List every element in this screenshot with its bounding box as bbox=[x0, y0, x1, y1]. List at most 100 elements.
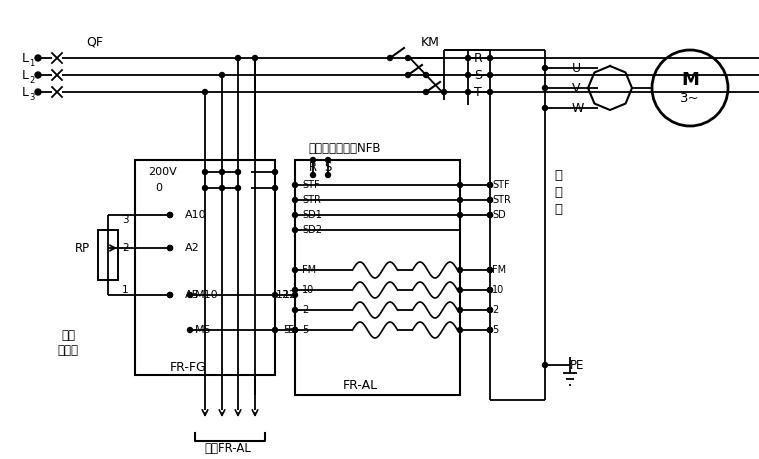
Text: SD1: SD1 bbox=[302, 210, 322, 220]
Text: RP: RP bbox=[75, 241, 90, 254]
Circle shape bbox=[487, 56, 493, 61]
Circle shape bbox=[424, 90, 429, 95]
Text: 2: 2 bbox=[29, 75, 34, 84]
Circle shape bbox=[543, 66, 547, 71]
Circle shape bbox=[442, 90, 446, 95]
Text: FR-FG: FR-FG bbox=[169, 360, 206, 374]
Text: 3: 3 bbox=[122, 215, 128, 225]
Text: 5: 5 bbox=[492, 325, 498, 335]
Circle shape bbox=[168, 292, 172, 297]
Text: PE: PE bbox=[570, 358, 584, 371]
Circle shape bbox=[187, 328, 193, 332]
Circle shape bbox=[292, 328, 298, 332]
Text: STR: STR bbox=[302, 195, 321, 205]
Circle shape bbox=[203, 90, 207, 95]
Circle shape bbox=[326, 173, 330, 178]
Circle shape bbox=[272, 292, 278, 297]
Text: L: L bbox=[22, 85, 29, 99]
Text: STR: STR bbox=[492, 195, 511, 205]
Circle shape bbox=[487, 197, 493, 202]
Circle shape bbox=[35, 72, 41, 78]
Circle shape bbox=[219, 169, 225, 174]
Text: R: R bbox=[474, 51, 483, 65]
Circle shape bbox=[187, 292, 193, 297]
Circle shape bbox=[310, 157, 316, 162]
Circle shape bbox=[292, 268, 298, 273]
Text: 3~: 3~ bbox=[680, 91, 700, 105]
Text: 设定箱: 设定箱 bbox=[58, 343, 78, 357]
Circle shape bbox=[487, 183, 493, 187]
Circle shape bbox=[292, 228, 298, 233]
Bar bbox=[135, 160, 275, 375]
Circle shape bbox=[292, 287, 298, 292]
Circle shape bbox=[292, 328, 298, 332]
Text: STF: STF bbox=[302, 180, 320, 190]
Circle shape bbox=[458, 287, 462, 292]
Text: M: M bbox=[681, 71, 699, 89]
Circle shape bbox=[292, 183, 298, 187]
Circle shape bbox=[253, 56, 257, 61]
Text: A5: A5 bbox=[185, 290, 200, 300]
Text: R: R bbox=[309, 161, 317, 174]
Circle shape bbox=[219, 185, 225, 190]
Text: 10: 10 bbox=[492, 285, 504, 295]
Text: A2: A2 bbox=[185, 243, 200, 253]
Text: 1: 1 bbox=[29, 58, 34, 67]
Text: 5: 5 bbox=[287, 325, 294, 335]
Circle shape bbox=[203, 169, 207, 174]
Circle shape bbox=[458, 183, 462, 187]
Circle shape bbox=[487, 287, 493, 292]
Circle shape bbox=[465, 90, 471, 95]
Text: 器: 器 bbox=[554, 202, 562, 215]
Text: FM: FM bbox=[492, 265, 506, 275]
Circle shape bbox=[487, 197, 493, 202]
Text: SD: SD bbox=[492, 210, 505, 220]
Circle shape bbox=[424, 73, 429, 78]
Circle shape bbox=[35, 55, 41, 61]
Circle shape bbox=[487, 90, 493, 95]
Circle shape bbox=[487, 183, 493, 187]
Circle shape bbox=[487, 268, 493, 273]
Text: S: S bbox=[324, 161, 332, 174]
Text: M5: M5 bbox=[195, 325, 212, 335]
Circle shape bbox=[326, 157, 330, 162]
Circle shape bbox=[487, 213, 493, 218]
Text: 12: 12 bbox=[283, 290, 297, 300]
Text: 2: 2 bbox=[492, 305, 498, 315]
Circle shape bbox=[235, 169, 241, 174]
Circle shape bbox=[458, 328, 462, 332]
Circle shape bbox=[458, 268, 462, 273]
Text: L: L bbox=[22, 51, 29, 65]
Text: 1: 1 bbox=[122, 285, 128, 295]
Circle shape bbox=[487, 308, 493, 313]
Text: 10: 10 bbox=[302, 285, 314, 295]
Text: QF: QF bbox=[87, 35, 103, 49]
Circle shape bbox=[543, 85, 547, 90]
Circle shape bbox=[168, 292, 172, 297]
Circle shape bbox=[458, 308, 462, 313]
Circle shape bbox=[168, 213, 172, 218]
Circle shape bbox=[543, 363, 547, 368]
Circle shape bbox=[543, 106, 547, 111]
Text: 2: 2 bbox=[302, 305, 308, 315]
Text: U: U bbox=[572, 62, 581, 74]
Circle shape bbox=[458, 213, 462, 218]
Text: FM: FM bbox=[302, 265, 317, 275]
Circle shape bbox=[487, 328, 493, 332]
Circle shape bbox=[487, 328, 493, 332]
Text: 主速: 主速 bbox=[61, 329, 75, 341]
Text: 频: 频 bbox=[554, 185, 562, 198]
Circle shape bbox=[292, 213, 298, 218]
Bar bbox=[295, 160, 460, 395]
Circle shape bbox=[292, 197, 298, 202]
Circle shape bbox=[487, 287, 493, 292]
Text: FR-AL: FR-AL bbox=[342, 379, 377, 392]
Circle shape bbox=[487, 268, 493, 273]
Circle shape bbox=[405, 56, 411, 61]
Text: STF: STF bbox=[492, 180, 509, 190]
Circle shape bbox=[203, 185, 207, 190]
Circle shape bbox=[487, 73, 493, 78]
Text: S: S bbox=[474, 68, 482, 82]
Circle shape bbox=[465, 56, 471, 61]
Text: 5: 5 bbox=[283, 325, 290, 335]
